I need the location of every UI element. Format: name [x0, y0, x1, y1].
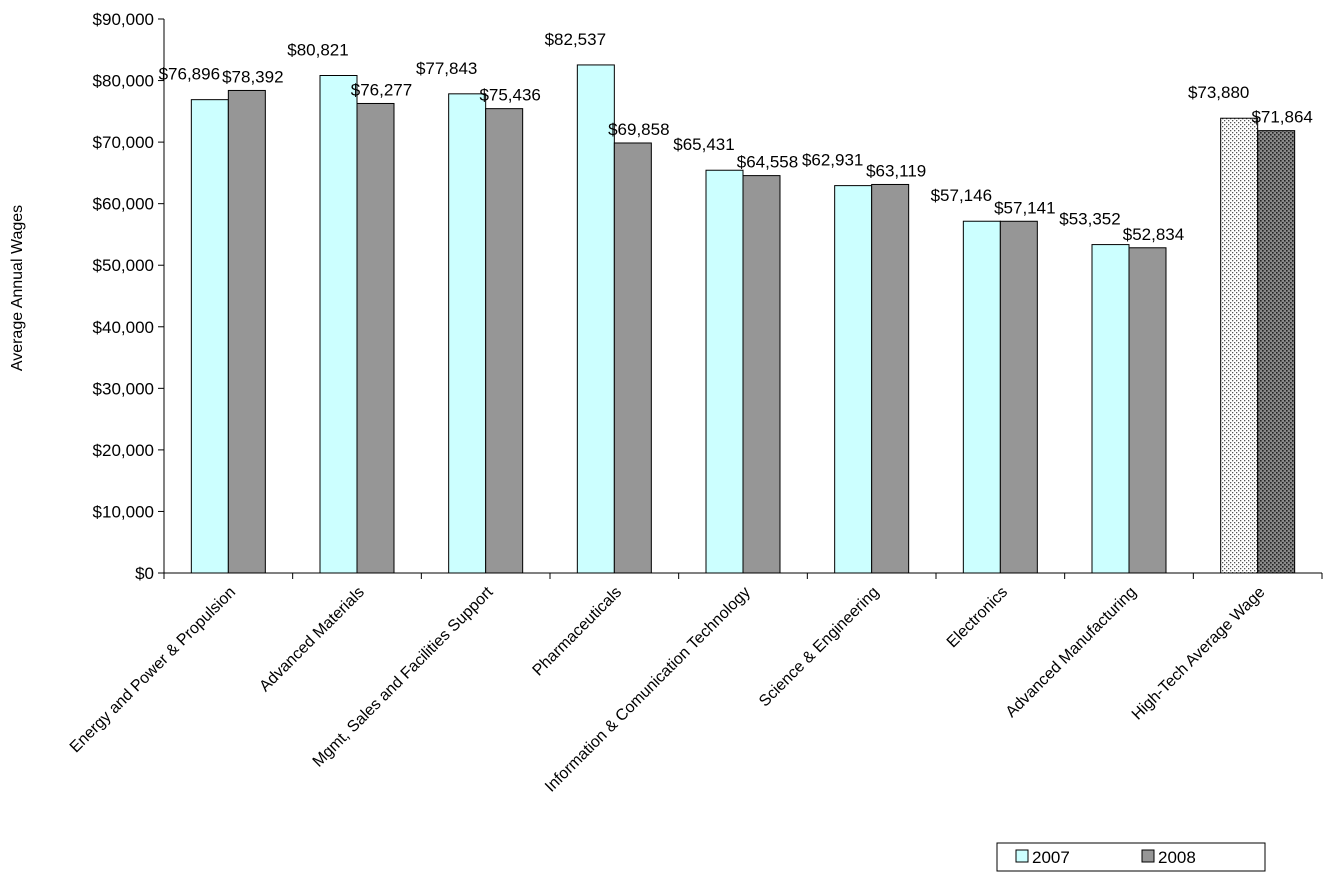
bar-2008 [227, 89, 266, 574]
x-category-label: Pharmaceuticals [530, 584, 626, 680]
y-tick-label: $70,000 [93, 133, 154, 152]
data-label-2008: $64,558 [737, 153, 798, 172]
x-category-label: High-Tech Average Wage [1129, 584, 1269, 724]
data-label-2007: $62,931 [802, 151, 863, 170]
data-label-2007: $77,843 [416, 59, 477, 78]
x-category-label: Electronics [944, 584, 1011, 651]
data-label-2007: $76,896 [159, 65, 220, 84]
bar-2007 [190, 99, 229, 574]
y-tick-label: $30,000 [93, 379, 154, 398]
bar-2008 [999, 220, 1038, 574]
data-label-2008: $78,392 [222, 67, 283, 86]
y-axis-title: Average Annual Wages [9, 205, 26, 371]
data-label-2007: $57,146 [931, 186, 992, 205]
y-tick-label: $10,000 [93, 502, 154, 521]
data-label-2008: $69,858 [608, 120, 669, 139]
y-tick-label: $40,000 [93, 318, 154, 337]
data-label-2008: $71,864 [1251, 108, 1312, 127]
legend-label: 2008 [1158, 848, 1196, 867]
y-tick-label: $60,000 [93, 195, 154, 214]
bar-2008 [613, 142, 652, 574]
data-label-2007: $65,431 [673, 135, 734, 154]
legend: 2007 2008 [996, 842, 1266, 872]
bar-2007 [319, 75, 358, 574]
bar-2007 [1091, 244, 1130, 574]
bars [190, 64, 1296, 574]
bar-2007 [962, 220, 1001, 574]
x-axis-labels: Energy and Power & Propulsion Advanced Ma… [67, 583, 1269, 795]
x-category-label: Advanced Manufacturing [1003, 584, 1140, 721]
data-label-2008: $75,436 [479, 86, 540, 105]
bar-2008 [871, 183, 910, 574]
bar-2007 [1220, 117, 1259, 574]
x-category-label: Energy and Power & Propulsion [67, 584, 239, 756]
legend-box [996, 842, 1266, 872]
bar-2007 [448, 93, 487, 574]
bar-2007 [576, 64, 615, 574]
data-label-2007: $82,537 [545, 30, 606, 49]
data-label-2007: $53,352 [1059, 210, 1120, 229]
bar-2008 [1128, 247, 1167, 574]
x-category-label: Information & Comunication Technology [542, 584, 754, 796]
data-label-2008: $52,834 [1123, 225, 1184, 244]
y-tick-label: $50,000 [93, 256, 154, 275]
data-label-2008: $63,119 [866, 161, 926, 180]
bar-2008 [1257, 130, 1296, 574]
axes [163, 19, 1323, 579]
data-label-2007: $80,821 [287, 41, 348, 60]
y-tick-label: $0 [135, 564, 154, 583]
bar-2008 [356, 102, 395, 574]
bar-2007 [834, 185, 873, 574]
legend-swatch-2007 [1015, 849, 1029, 863]
data-label-2008: $57,141 [994, 198, 1055, 217]
y-axis-ticks: $0 $10,000 $20,000 $30,000 $40,000 $50,000 $60… [93, 10, 164, 583]
bar-2007 [705, 169, 744, 574]
bar-2008 [485, 108, 524, 574]
y-tick-label: $80,000 [93, 72, 154, 91]
bar-2008 [742, 175, 781, 574]
x-category-label: Science & Engineering [756, 584, 882, 710]
legend-label: 2007 [1032, 848, 1070, 867]
legend-swatch-2008 [1141, 849, 1155, 863]
data-label-2008: $76,277 [351, 80, 412, 99]
data-label-2007: $73,880 [1188, 83, 1249, 102]
x-category-label: Advanced Materials [256, 584, 367, 695]
data-labels: $76,896 $78,392$80,821 $76,277$77,843$75,4… [159, 30, 1313, 244]
y-tick-label: $20,000 [93, 441, 154, 460]
y-tick-label: $90,000 [93, 10, 154, 29]
